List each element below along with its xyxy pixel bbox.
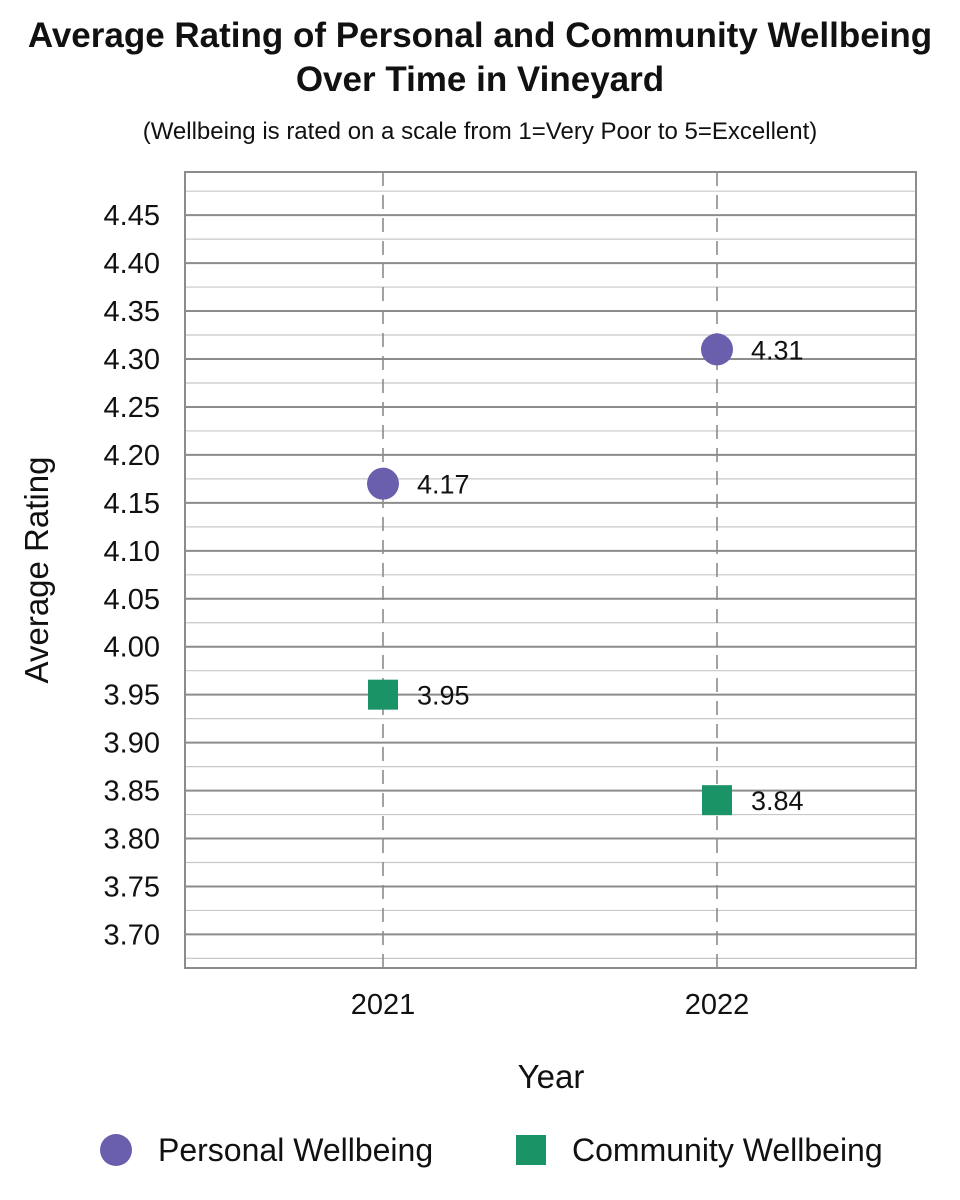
plot-area-border bbox=[184, 171, 917, 969]
legend-square-marker bbox=[516, 1135, 546, 1165]
x-axis-ticks: 2021 2022 bbox=[351, 989, 750, 1021]
chart-title-line-2: Over Time in Vineyard bbox=[295, 60, 665, 99]
x-tick-label: 2022 bbox=[685, 989, 750, 1021]
data-label: 4.17 bbox=[417, 470, 470, 500]
y-tick-label: 4.35 bbox=[104, 296, 160, 328]
legend-label: Community Wellbeing bbox=[572, 1131, 883, 1168]
y-tick-label: 4.20 bbox=[104, 440, 160, 472]
y-tick-label: 3.90 bbox=[104, 728, 160, 760]
y-tick-label: 4.30 bbox=[104, 344, 160, 376]
y-tick-label: 3.70 bbox=[104, 919, 160, 951]
y-axis-title: Average Rating bbox=[18, 457, 55, 684]
chart-subtitle: (Wellbeing is rated on a scale from 1=Ve… bbox=[142, 118, 818, 145]
y-tick-label: 4.25 bbox=[104, 392, 160, 424]
y-tick-label: 4.15 bbox=[104, 488, 160, 520]
legend-label: Personal Wellbeing bbox=[158, 1131, 434, 1168]
y-tick-label: 3.95 bbox=[104, 680, 160, 712]
y-tick-label: 3.75 bbox=[104, 871, 160, 903]
data-label: 4.31 bbox=[751, 335, 804, 365]
x-axis-title: Year bbox=[518, 1058, 585, 1095]
y-tick-label: 4.05 bbox=[104, 584, 160, 616]
x-tick-label: 2021 bbox=[351, 989, 416, 1021]
y-tick-label: 4.00 bbox=[104, 632, 160, 664]
scatter-chart: 3.70 3.75 3.80 3.85 3.90 3.95 4.00 4.05 4.10 4.15… bbox=[18, 171, 917, 1095]
legend-circle-marker bbox=[100, 1134, 132, 1166]
legend: Personal Wellbeing Community Wellbeing bbox=[0, 1128, 960, 1172]
y-tick-label: 3.80 bbox=[104, 824, 160, 856]
legend-item-personal: Personal Wellbeing bbox=[100, 1128, 433, 1172]
y-axis-ticks: 3.70 3.75 3.80 3.85 3.90 3.95 4.00 4.05 4.10 4.15… bbox=[104, 200, 160, 951]
community-wellbeing-point bbox=[368, 679, 398, 710]
data-markers: 4.17 4.31 3.95 3.84 bbox=[367, 333, 804, 816]
y-tick-label: 4.45 bbox=[104, 200, 160, 232]
grid-layer bbox=[185, 172, 916, 968]
personal-wellbeing-point bbox=[367, 467, 399, 500]
legend-item-community: Community Wellbeing bbox=[516, 1128, 883, 1172]
data-label: 3.95 bbox=[417, 681, 470, 711]
personal-wellbeing-point bbox=[701, 333, 733, 366]
community-wellbeing-point bbox=[702, 785, 732, 816]
y-tick-label: 4.40 bbox=[104, 248, 160, 280]
chart-title-line-1: Average Rating of Personal and Community… bbox=[27, 16, 933, 55]
y-tick-label: 4.10 bbox=[104, 536, 160, 568]
y-tick-label: 3.85 bbox=[104, 776, 160, 808]
data-label: 3.84 bbox=[751, 786, 804, 816]
